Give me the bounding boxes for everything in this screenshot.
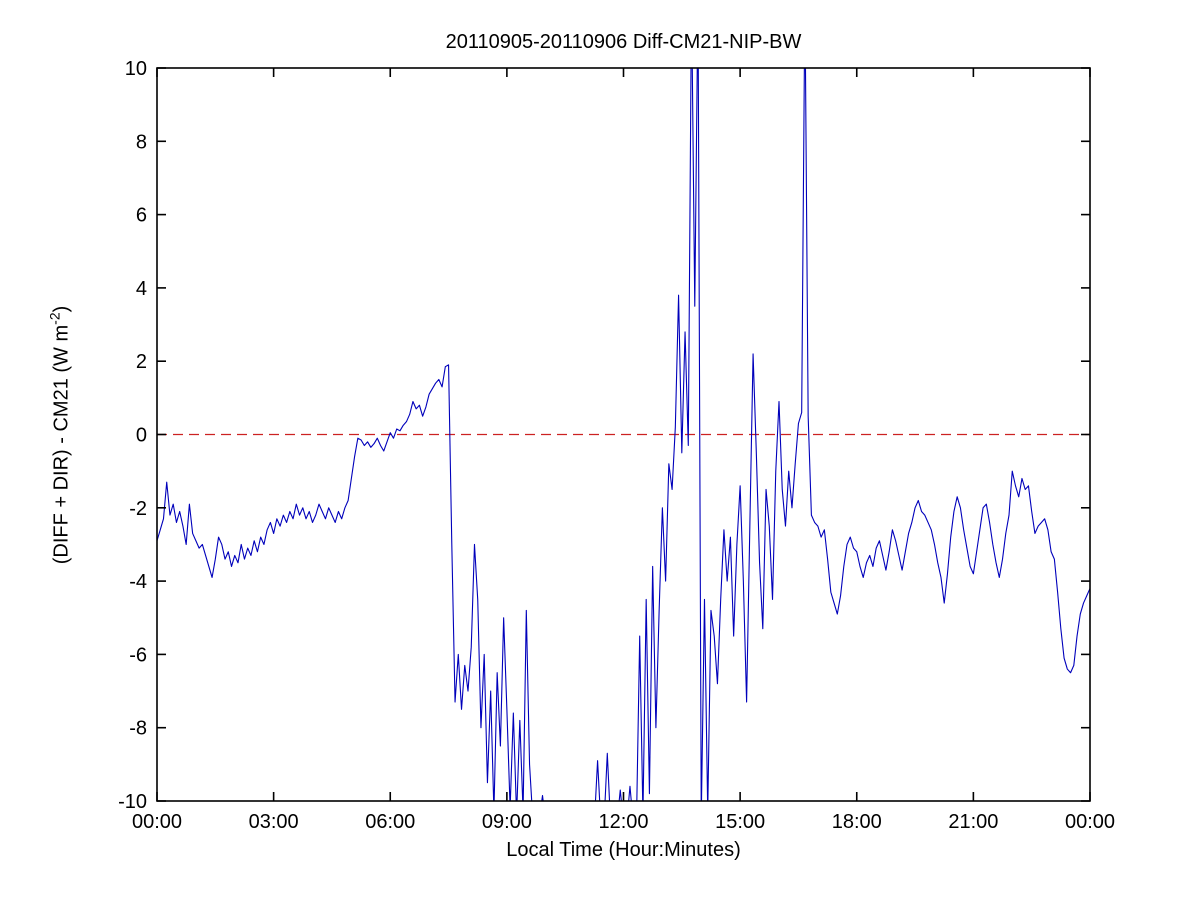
y-axis-label-main: (DIFF + DIR) - CM21 (W m: [50, 324, 73, 565]
x-tick-label: 12:00: [598, 811, 648, 833]
y-tick-label: -4: [129, 571, 147, 593]
y-tick-label: 6: [136, 205, 147, 227]
x-tick-label: 03:00: [249, 811, 299, 833]
x-axis-label: Local Time (Hour:Minutes): [506, 839, 741, 861]
chart-title: 20110905-20110906 Diff-CM21-NIP-BW: [445, 31, 802, 53]
y-tick-label: -10: [118, 791, 147, 813]
x-tick-label: 18:00: [832, 811, 882, 833]
y-tick-label: -2: [129, 498, 147, 520]
y-tick-label: 10: [125, 58, 147, 80]
x-tick-label: 06:00: [365, 811, 415, 833]
x-tick-label: 00:00: [1065, 811, 1115, 833]
y-axis-label-close: ): [50, 305, 73, 313]
y-tick-label: 8: [136, 131, 147, 153]
y-tick-label: 2: [136, 351, 147, 373]
x-tick-label: 15:00: [715, 811, 765, 833]
y-tick-label: -6: [129, 644, 147, 666]
y-axis-label-exponent: -2: [46, 312, 63, 325]
x-tick-label: 00:00: [132, 811, 182, 833]
x-tick-label: 09:00: [482, 811, 532, 833]
x-tick-label: 21:00: [948, 811, 998, 833]
y-axis-label: (DIFF + DIR) - CM21 (W m-2): [47, 306, 74, 565]
y-tick-label: 0: [136, 425, 147, 447]
y-tick-label: -8: [129, 718, 147, 740]
y-tick-label: 4: [136, 278, 147, 300]
data-line: [157, 68, 1090, 801]
